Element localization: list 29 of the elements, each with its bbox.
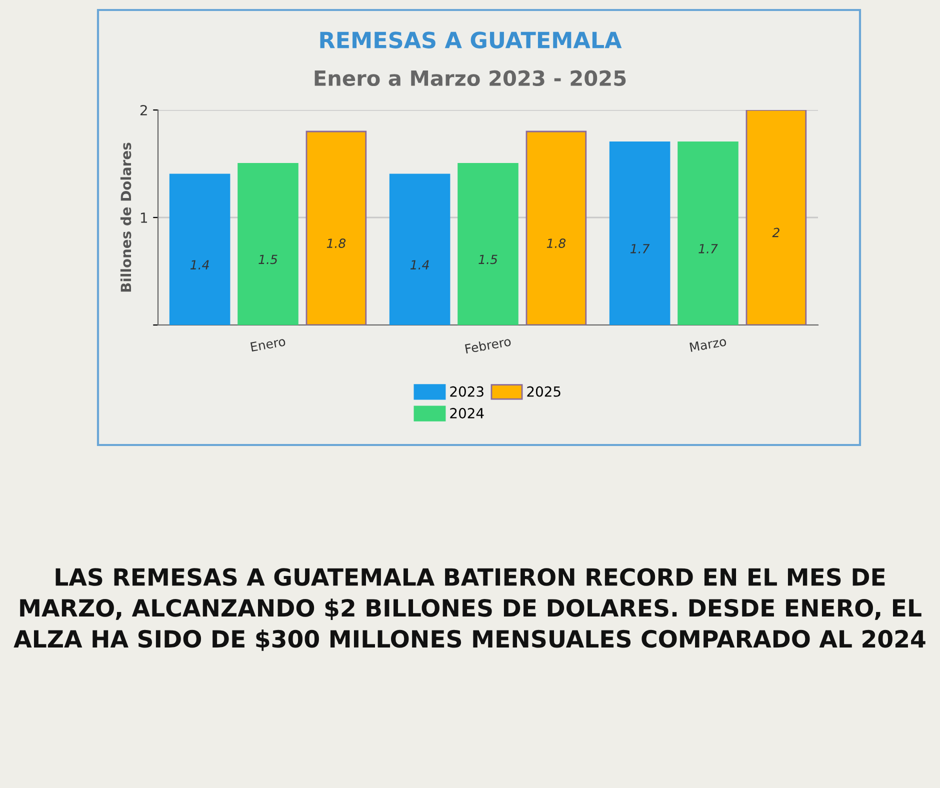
y-axis-title: Billones de Dolares <box>120 142 132 292</box>
x-tick-label: Febrero <box>464 336 512 354</box>
data-label: 1.5 <box>258 254 278 264</box>
data-label: 1.4 <box>410 260 429 270</box>
data-label: 1.8 <box>546 238 566 248</box>
data-label: 1.8 <box>326 238 346 248</box>
legend-label: 2023 <box>450 386 484 397</box>
legend-label: 2024 <box>450 408 484 418</box>
bar <box>169 174 230 325</box>
text: LAS REMESAS A GUATEMALA BATIERON RECORD EN EL MES DE MARZO, ALCANZANDO $2 BILLONES DE DOLARES. DESDE ENERO, EL ALZA HA SIDO DE $300 MILLONES MENSUALES COMPARADO AL 2024 <box>14 568 926 651</box>
chart-subtitle: Enero a Marzo 2023 - 2025 <box>314 70 626 86</box>
data-label: 1.4 <box>190 260 209 270</box>
bar <box>526 130 587 325</box>
bar <box>389 174 450 325</box>
chart-title: REMESAS A GUATEMALA <box>320 32 622 48</box>
bar <box>746 110 807 325</box>
legend-label: 2025 <box>527 386 560 397</box>
data-label: 2 <box>772 228 780 238</box>
x-tick-label: Marzo <box>690 336 727 352</box>
data-label: 1.5 <box>478 254 498 264</box>
bar <box>458 163 518 325</box>
y-tick-label: 1 <box>140 212 147 223</box>
data-label: 1.7 <box>630 244 650 254</box>
bar <box>678 142 738 325</box>
bar <box>306 130 367 325</box>
x-tick-label: Enero <box>250 336 286 352</box>
bar <box>609 142 670 325</box>
bar <box>238 163 298 325</box>
data-label: 1.7 <box>698 244 718 254</box>
